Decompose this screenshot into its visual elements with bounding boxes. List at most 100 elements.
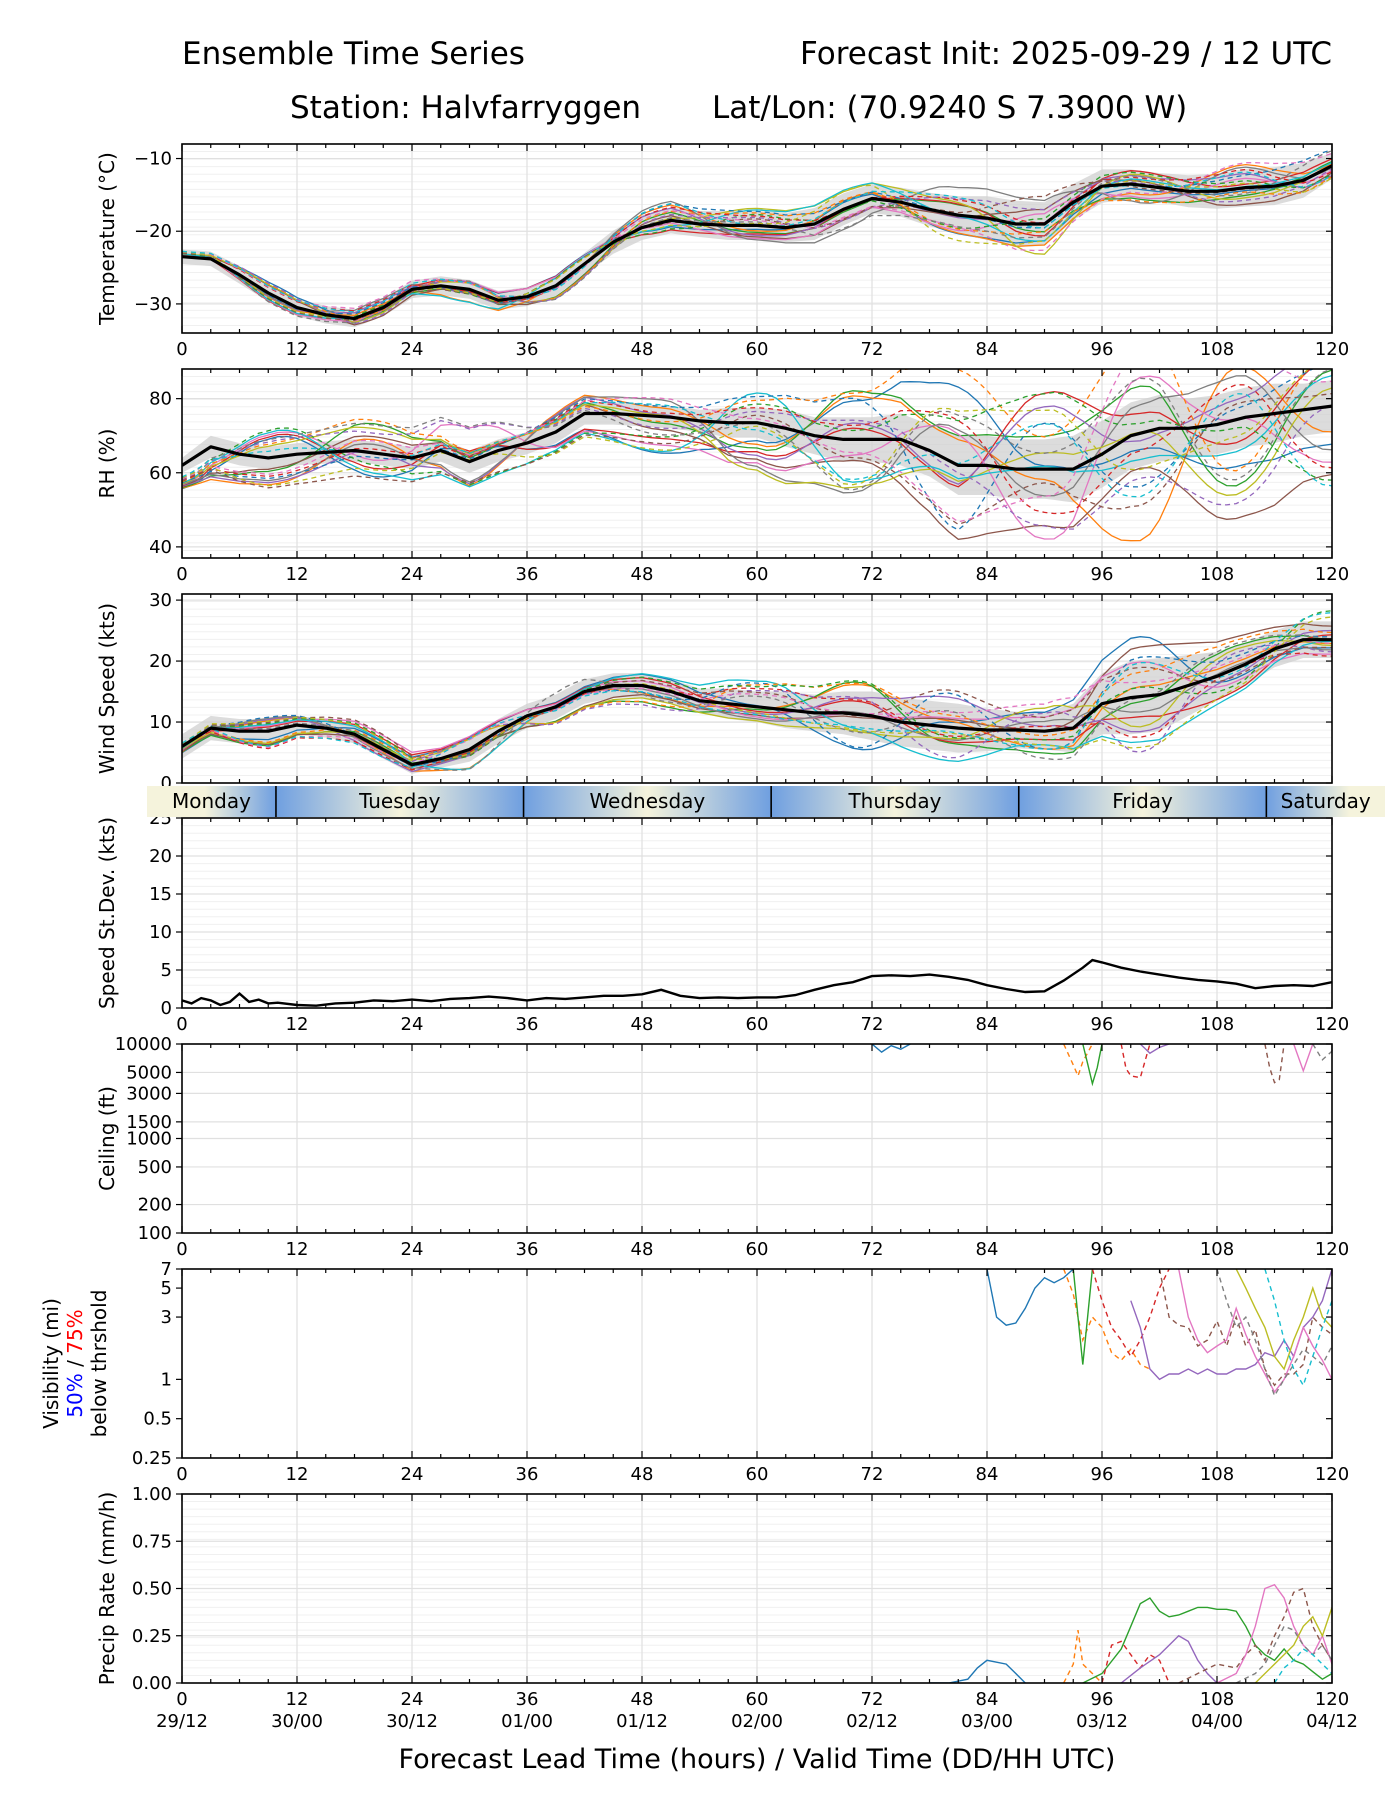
ensemble-member-line xyxy=(1235,1269,1332,1371)
y-tick-label: 10 xyxy=(149,922,172,943)
plot-area-ceiling xyxy=(871,1044,1332,1087)
ensemble-member-line xyxy=(1264,1269,1332,1387)
y-tick-label: 1500 xyxy=(126,1112,172,1133)
ensemble-member-line xyxy=(1139,1044,1170,1055)
y-tick-label: 0.5 xyxy=(143,1409,172,1430)
ensemble-member-line xyxy=(986,1269,1074,1326)
y-tick-label: 15 xyxy=(149,884,172,905)
x-tick-label: 48 xyxy=(631,1014,654,1035)
y-tick-label: 0.50 xyxy=(132,1579,172,1600)
day-segment xyxy=(771,786,1019,817)
valid-time-label: 04/00 xyxy=(1191,1711,1243,1732)
x-tick-label: 108 xyxy=(1200,1689,1234,1710)
ensemble-member-line xyxy=(1082,1597,1332,1683)
x-tick-label: 36 xyxy=(516,1464,539,1485)
ensemble-member-line xyxy=(182,166,1332,313)
y-tick-label: 3000 xyxy=(126,1083,172,1104)
x-tick-label: 108 xyxy=(1200,1014,1234,1035)
x-tick-label: 96 xyxy=(1091,1239,1114,1260)
x-tick-label: 12 xyxy=(286,339,309,360)
y-tick-label: 1000 xyxy=(126,1129,172,1150)
x-tick-label: 0 xyxy=(176,1689,187,1710)
x-tick-label: 120 xyxy=(1315,1014,1349,1035)
ensemble-member-line xyxy=(182,150,1332,324)
x-tick-label: 84 xyxy=(976,1464,999,1485)
x-tick-label: 12 xyxy=(286,564,309,585)
y-axis-label: Ceiling (ft) xyxy=(95,1086,119,1191)
ensemble-member-line xyxy=(182,646,1332,760)
ensemble-member-line xyxy=(1120,1044,1151,1079)
y-tick-label: 30 xyxy=(149,590,172,611)
y-axis-label: Temperature (°C) xyxy=(95,152,119,326)
y-tick-label: −10 xyxy=(134,149,172,170)
ensemble-member-line xyxy=(182,171,1332,318)
ensemble-member-line xyxy=(182,384,1332,515)
threshold-separator: / xyxy=(63,1354,87,1373)
y-tick-label: −30 xyxy=(134,294,172,315)
x-tick-label: 48 xyxy=(631,1239,654,1260)
ensemble-member-line xyxy=(1178,1269,1332,1394)
ensemble-member-line xyxy=(182,640,1332,765)
y-tick-label: 200 xyxy=(138,1195,172,1216)
ensemble-member-line xyxy=(1072,1269,1094,1365)
day-segment xyxy=(1266,786,1385,817)
ensemble-member-line xyxy=(182,172,1332,326)
panel-temperature: 0 12 24 36 48 60 72 84 96 108 120 −30 −20 −10 Temperat… xyxy=(95,143,1349,360)
ensemble-member-line xyxy=(182,610,1332,761)
ensemble-member-line xyxy=(1120,1634,1218,1683)
x-tick-label: 96 xyxy=(1091,1014,1114,1035)
x-tick-label: 120 xyxy=(1315,339,1349,360)
x-tick-label: 60 xyxy=(746,1239,769,1260)
ensemble-mean-line xyxy=(182,638,1332,767)
ensemble-member-line xyxy=(1063,1630,1103,1683)
panel-ceiling: 0 12 24 36 48 60 72 84 96 108 120 100 200 500 10001500… xyxy=(95,1034,1349,1260)
day-label: Monday xyxy=(172,789,251,813)
ensemble-member-line xyxy=(182,176,1332,321)
y-tick-label: 10000 xyxy=(115,1034,172,1055)
x-tick-label: 36 xyxy=(516,1689,539,1710)
ensemble-member-line xyxy=(1293,1044,1314,1073)
ensemble-member-line xyxy=(182,634,1332,771)
x-tick-label: 48 xyxy=(631,564,654,585)
ensemble-member-line xyxy=(182,403,1332,540)
ensemble-member-line xyxy=(182,172,1332,314)
x-tick-label: 72 xyxy=(861,1464,884,1485)
valid-time-label: 04/12 xyxy=(1306,1711,1358,1732)
x-tick-label: 48 xyxy=(631,339,654,360)
ensemble-member-line xyxy=(1254,1607,1332,1683)
ensemble-member-line xyxy=(182,640,1332,771)
day-segment xyxy=(523,786,772,817)
day-label: Thursday xyxy=(847,789,941,813)
x-tick-label: 96 xyxy=(1091,1689,1114,1710)
ensemble-member-line xyxy=(182,164,1332,324)
ensemble-member-line xyxy=(182,168,1332,325)
ensemble-member-line xyxy=(182,616,1332,761)
ensemble-member-line xyxy=(1178,1587,1332,1683)
x-tick-label: 0 xyxy=(176,564,187,585)
x-tick-label: 36 xyxy=(516,564,539,585)
y-tick-label: 80 xyxy=(149,389,172,410)
threshold-50-label: 50% xyxy=(63,1373,87,1417)
ensemble-member-line xyxy=(182,639,1332,762)
title-left: Ensemble Time Series xyxy=(182,36,525,72)
x-tick-label: 108 xyxy=(1200,1239,1234,1260)
valid-time-label: 02/12 xyxy=(846,1711,898,1732)
x-tick-label: 120 xyxy=(1315,1689,1349,1710)
ensemble-member-line xyxy=(871,1044,911,1053)
ensemble-member-line xyxy=(182,369,1332,542)
y-tick-label: 10 xyxy=(149,712,172,733)
ensemble-member-line xyxy=(182,646,1332,770)
x-tick-label: 60 xyxy=(746,564,769,585)
x-tick-label: 108 xyxy=(1200,339,1234,360)
x-tick-label: 84 xyxy=(976,1239,999,1260)
y-axis-label: Precip Rate (mm/h) xyxy=(95,1492,119,1686)
x-tick-label: 108 xyxy=(1200,564,1234,585)
x-tick-label: 96 xyxy=(1091,564,1114,585)
ensemble-member-line xyxy=(929,1659,1026,1683)
x-tick-label: 36 xyxy=(516,1014,539,1035)
day-label: Friday xyxy=(1112,789,1173,813)
ensemble-member-line xyxy=(182,369,1332,491)
y-tick-label: 0.25 xyxy=(132,1448,172,1469)
